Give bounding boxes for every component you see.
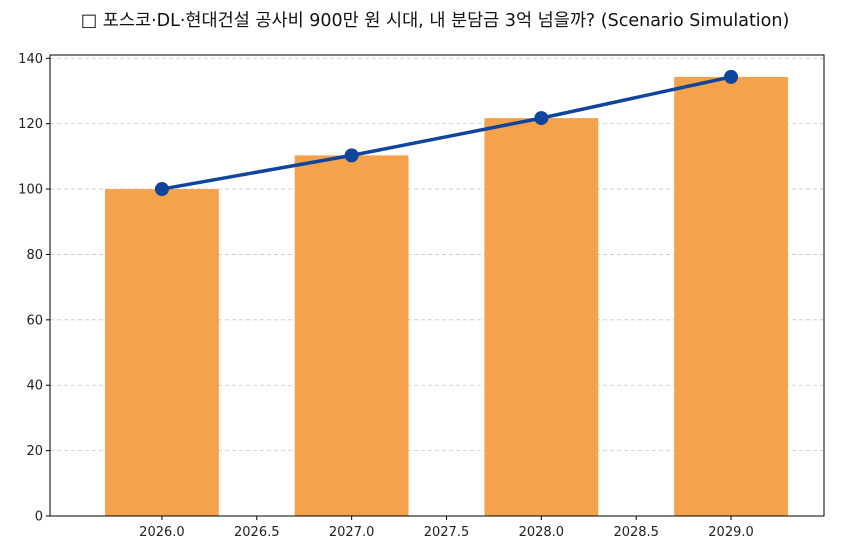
y-tick-label: 140: [18, 52, 43, 67]
line-series: [154, 69, 739, 197]
line-point-2028: [534, 111, 549, 126]
y-tick-label: 120: [18, 117, 43, 132]
line-point-2026: [154, 182, 169, 197]
y-tick-label: 60: [26, 313, 43, 328]
x-tick-label: 2027.0: [329, 525, 375, 540]
bar-2029: [674, 76, 788, 516]
y-axis: 0 20 40 60 80 100 120 140: [18, 52, 50, 525]
y-tick-label: 100: [18, 183, 43, 198]
line-point-2027: [344, 148, 359, 163]
y-tick-label: 80: [26, 248, 43, 263]
plot-frame: [49, 54, 825, 517]
trend-line: [160, 75, 733, 191]
y-tick-label: 20: [26, 444, 43, 459]
chart-title: □ 포스코·DL·현대건설 공사비 900만 원 시대, 내 분담금 3억 넘을…: [81, 11, 790, 31]
x-tick-label: 2026.0: [139, 525, 185, 540]
x-tick-label: 2028.5: [613, 525, 659, 540]
line-point-2029: [724, 69, 739, 84]
bar-2028: [484, 118, 599, 517]
x-tick-label: 2027.5: [424, 525, 470, 540]
bar-2027: [294, 155, 409, 516]
bar-2026: [105, 189, 219, 516]
x-tick-label: 2029.0: [708, 525, 754, 540]
x-tick-label: 2028.0: [519, 525, 565, 540]
x-tick-label: 2026.5: [234, 525, 280, 540]
y-tick-label: 40: [26, 379, 43, 394]
x-axis: 2026.0 2026.5 2027.0 2027.5 2028.0 2028.5 2029…: [139, 516, 754, 540]
bar-series: [105, 76, 788, 517]
y-tick-label: 0: [35, 510, 43, 525]
